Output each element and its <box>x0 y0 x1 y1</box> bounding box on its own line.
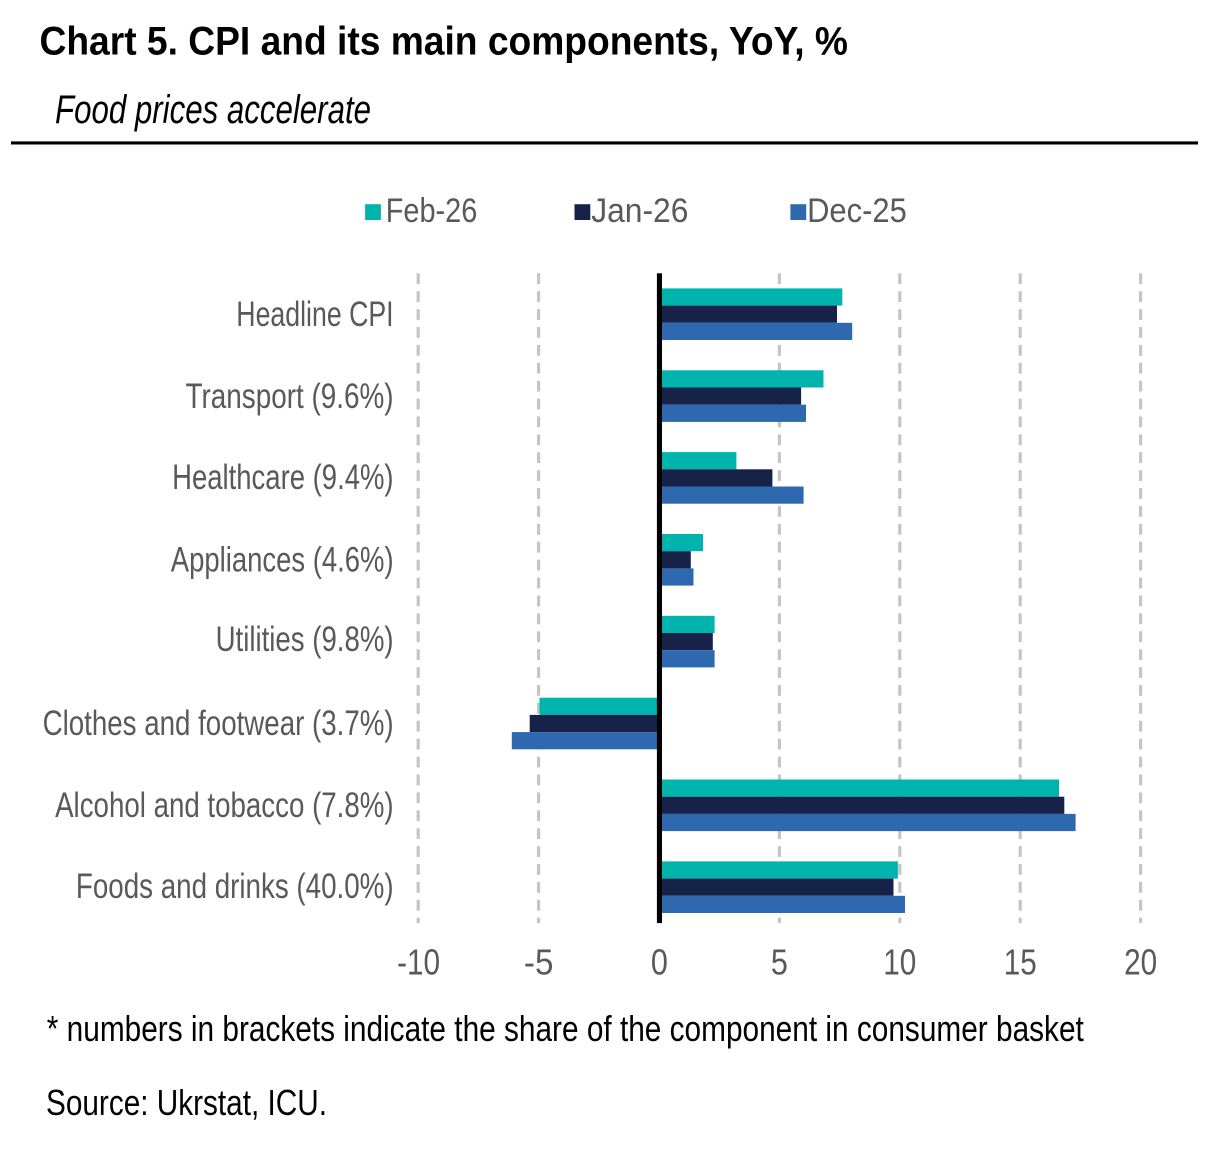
svg-text:-5: -5 <box>524 941 554 982</box>
svg-text:Healthcare (9.4%): Healthcare (9.4%) <box>172 458 394 497</box>
svg-text:* numbers in brackets indicate: * numbers in brackets indicate the share… <box>47 1008 1084 1049</box>
svg-text:0: 0 <box>651 941 668 982</box>
svg-text:5: 5 <box>771 941 788 982</box>
svg-text:Source: Ukrstat, ICU.: Source: Ukrstat, ICU. <box>46 1082 327 1123</box>
svg-text:-10: -10 <box>397 941 440 982</box>
svg-text:Chart 5. CPI and its main comp: Chart 5. CPI and its main components, Yo… <box>40 20 849 64</box>
svg-text:Feb-26: Feb-26 <box>386 192 478 230</box>
svg-text:Clothes and footwear (3.7%): Clothes and footwear (3.7%) <box>43 704 394 743</box>
svg-text:Headline CPI: Headline CPI <box>236 295 393 334</box>
svg-text:Utilities (9.8%): Utilities (9.8%) <box>216 620 394 659</box>
svg-text:Dec-25: Dec-25 <box>807 192 907 230</box>
svg-text:Foods and drinks (40.0%): Foods and drinks (40.0%) <box>76 867 394 906</box>
svg-text:Appliances (4.6%): Appliances (4.6%) <box>171 540 394 579</box>
svg-text:Transport (9.6%): Transport (9.6%) <box>186 377 394 416</box>
svg-text:20: 20 <box>1124 941 1157 982</box>
svg-text:15: 15 <box>1004 941 1037 982</box>
svg-text:Food prices accelerate: Food prices accelerate <box>55 88 371 132</box>
svg-text:Alcohol and tobacco (7.8%): Alcohol and tobacco (7.8%) <box>55 786 394 825</box>
svg-text:Jan-26: Jan-26 <box>591 192 688 230</box>
svg-text:10: 10 <box>883 941 916 982</box>
